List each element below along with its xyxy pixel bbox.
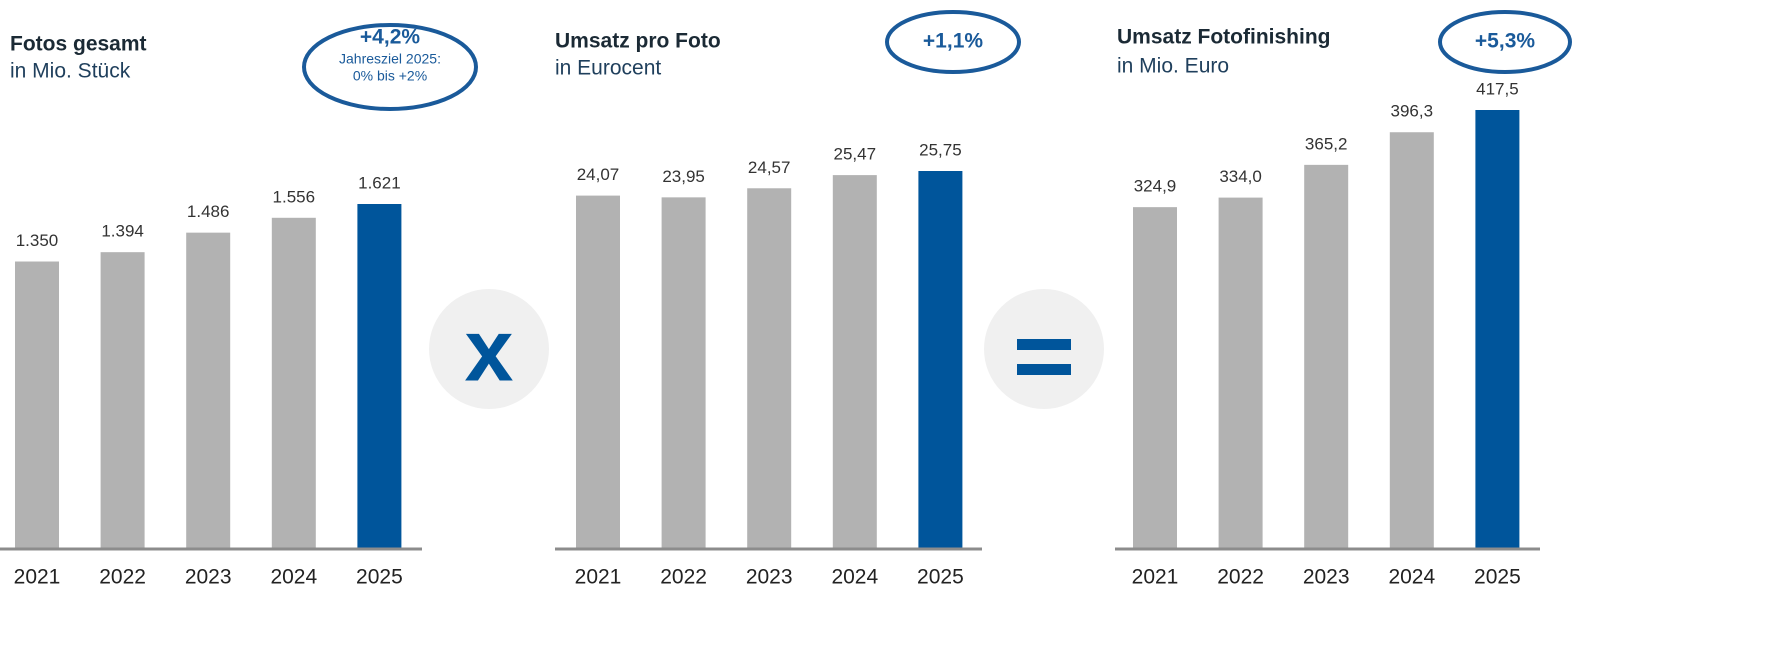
- value-label: 24,07: [577, 165, 620, 184]
- x-tick-label: 2025: [356, 566, 403, 589]
- bar: [357, 204, 402, 548]
- chart-title: Umsatz pro Foto: [555, 30, 721, 53]
- value-label: 365,2: [1305, 134, 1348, 153]
- chart-title: Fotos gesamt: [10, 33, 147, 56]
- badge-note: 0% bis +2%: [353, 68, 427, 84]
- x-tick-label: 2022: [99, 566, 146, 589]
- x-tick-label: 2025: [1474, 566, 1521, 589]
- bar: [747, 188, 792, 548]
- x-tick-label: 2024: [270, 566, 317, 589]
- x-tick-label: 2025: [917, 566, 964, 589]
- bar: [918, 171, 963, 548]
- bar: [1218, 197, 1263, 548]
- chart-title: Umsatz Fotofinishing: [1117, 26, 1331, 49]
- bar: [15, 261, 59, 548]
- operator-times: x: [465, 300, 514, 399]
- badge-label: +4,2%: [360, 26, 420, 49]
- value-label: 25,47: [834, 145, 877, 164]
- operator-circle: [429, 289, 549, 409]
- value-label: 1.556: [273, 187, 316, 206]
- x-tick-label: 2022: [660, 566, 707, 589]
- equals-bar: [1017, 364, 1071, 375]
- x-tick-label: 2023: [1303, 566, 1350, 589]
- value-label: 1.350: [16, 231, 59, 250]
- value-label: 396,3: [1391, 102, 1434, 121]
- x-tick-label: 2024: [1388, 566, 1435, 589]
- value-label: 324,9: [1134, 177, 1177, 196]
- x-tick-label: 2021: [575, 566, 622, 589]
- bar: [1475, 110, 1520, 548]
- badge-outline: [302, 23, 478, 111]
- badge-outline: [1438, 10, 1572, 74]
- x-tick-label: 2024: [831, 566, 878, 589]
- bar: [186, 232, 231, 548]
- badge-label: +1,1%: [923, 30, 983, 53]
- badge-label: +5,3%: [1475, 30, 1535, 53]
- chart-subtitle: in Mio. Stück: [10, 60, 131, 83]
- bar: [100, 252, 145, 548]
- bar: [661, 197, 706, 548]
- chart-subtitle: in Eurocent: [555, 57, 661, 80]
- x-tick-label: 2023: [746, 566, 793, 589]
- value-label: 1.621: [358, 173, 401, 192]
- value-label: 1.394: [101, 222, 144, 241]
- value-label: 23,95: [662, 167, 705, 186]
- x-tick-label: 2021: [14, 566, 61, 589]
- x-tick-label: 2021: [1132, 566, 1179, 589]
- equals-bar: [1017, 339, 1071, 350]
- bar: [832, 175, 877, 548]
- badge-outline: [885, 10, 1021, 74]
- bar: [1389, 132, 1434, 548]
- x-tick-label: 2023: [185, 566, 232, 589]
- value-label: 24,57: [748, 158, 791, 177]
- value-label: 334,0: [1219, 167, 1262, 186]
- x-tick-label: 2022: [1217, 566, 1264, 589]
- bar: [576, 195, 620, 549]
- value-label: 25,75: [919, 140, 962, 159]
- chart-subtitle: in Mio. Euro: [1117, 55, 1229, 78]
- bar: [1133, 207, 1177, 548]
- value-label: 417,5: [1476, 79, 1519, 98]
- bar: [1304, 164, 1349, 548]
- value-label: 1.486: [187, 202, 230, 221]
- badge-note: Jahresziel 2025:: [339, 51, 441, 67]
- bar: [271, 217, 316, 549]
